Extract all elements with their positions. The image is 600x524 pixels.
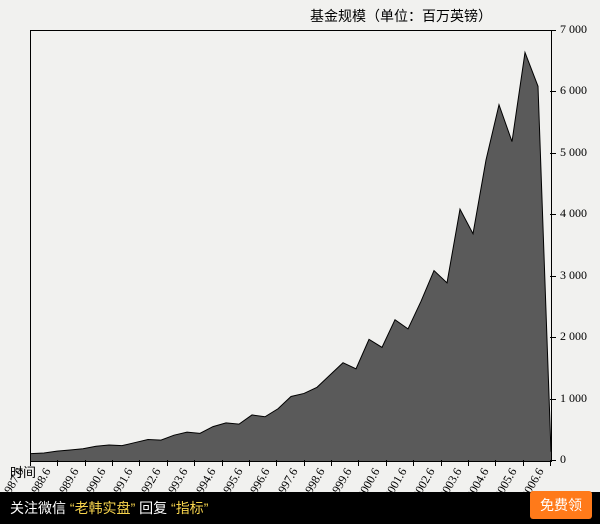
y-tick-label: 1 000 <box>560 391 587 406</box>
y-tick <box>550 30 556 31</box>
x-tick <box>222 460 223 466</box>
x-tick <box>194 460 195 466</box>
y-tick <box>550 91 556 92</box>
x-tick <box>523 460 524 466</box>
plot-area <box>30 30 552 462</box>
banner-prefix: 关注微信 <box>10 500 66 516</box>
y-tick-label: 2 000 <box>560 329 587 344</box>
area-fill <box>31 53 551 462</box>
chart-title: 基金规模（单位：百万英镑） <box>310 6 492 26</box>
area-svg <box>31 31 551 461</box>
x-tick <box>276 460 277 466</box>
x-tick <box>550 460 551 466</box>
y-tick <box>550 399 556 400</box>
promo-banner: 关注微信 “老韩实盘” 回复 “指标” <box>0 492 600 524</box>
banner-quote-close-2: ” <box>204 500 209 516</box>
x-tick <box>468 460 469 466</box>
x-tick <box>495 460 496 466</box>
x-tick <box>386 460 387 466</box>
y-tick-label: 0 <box>560 452 566 467</box>
banner-quote-close-1: ” <box>131 500 136 516</box>
x-tick <box>249 460 250 466</box>
y-tick <box>550 153 556 154</box>
x-tick <box>413 460 414 466</box>
figure: 基金规模（单位：百万英镑） 0 1 000 2 000 3 000 4 000 5 000… <box>0 0 600 524</box>
x-tick <box>331 460 332 466</box>
x-tick <box>441 460 442 466</box>
x-tick <box>85 460 86 466</box>
x-tick <box>304 460 305 466</box>
x-axis-label: 时间 <box>10 462 36 481</box>
x-tick <box>358 460 359 466</box>
y-tick-label: 4 000 <box>560 206 587 221</box>
y-tick-label: 7 000 <box>560 22 587 37</box>
banner-quoted-2: 指标 <box>176 500 204 516</box>
x-tick <box>139 460 140 466</box>
x-tick <box>112 460 113 466</box>
x-tick <box>167 460 168 466</box>
banner-text: 关注微信 “老韩实盘” 回复 “指标” <box>10 498 208 518</box>
x-tick <box>57 460 58 466</box>
y-tick-label: 5 000 <box>560 145 587 160</box>
banner-mid: 回复 <box>139 500 167 516</box>
banner-quoted-1: 老韩实盘 <box>75 500 131 516</box>
y-tick-label: 6 000 <box>560 83 587 98</box>
y-tick-label: 3 000 <box>560 268 587 283</box>
y-tick <box>550 214 556 215</box>
free-claim-button[interactable]: 免费领 <box>530 491 592 519</box>
y-tick <box>550 337 556 338</box>
y-tick <box>550 276 556 277</box>
